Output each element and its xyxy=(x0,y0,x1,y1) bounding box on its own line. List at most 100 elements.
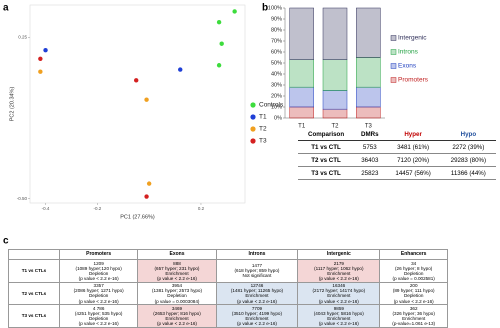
legend-swatch xyxy=(390,63,397,69)
y-tick-label: 100% xyxy=(268,5,282,11)
x-axis-label: PC1 (27.66%) xyxy=(120,214,155,220)
cell-line: Enrichment xyxy=(402,316,426,321)
point xyxy=(144,97,149,102)
column-header: Hypo xyxy=(440,128,496,141)
cell-line: (2086 hyper; 1271 hypo) xyxy=(73,288,124,294)
point xyxy=(144,194,149,199)
legend-label: Intergenic xyxy=(398,35,427,42)
table-cell: 12746 (1481 hyper; 11265 hypo) Enrichment(… xyxy=(215,281,299,306)
legend-label: Promoters xyxy=(398,77,429,84)
table-cell: 3954 (1381 hyper; 2573 hypo) Depletion (p v… xyxy=(137,281,217,306)
cell-line: Depletion xyxy=(403,270,424,276)
cell-line: Enrichment xyxy=(165,270,189,276)
cell-line: 4 786 xyxy=(92,305,105,311)
row-header: T1 vs CTLs xyxy=(8,259,60,283)
legend-label: Controls xyxy=(259,102,284,109)
y-tick-label: 0% xyxy=(274,115,282,121)
point xyxy=(219,41,224,46)
table-row: T2 vs CTL 36403 7120 (20%) 29283 (80%) xyxy=(298,153,496,167)
column-header: Hyper xyxy=(385,128,441,141)
cell-line: Enrichment xyxy=(327,316,351,321)
bar-segment xyxy=(289,7,314,60)
bar-segment xyxy=(356,106,381,119)
bar-segment xyxy=(322,108,348,119)
cell-line: (4043 hyper; 5816 hypo) xyxy=(313,310,364,316)
panel-label: b xyxy=(262,3,268,14)
legend-label: T1 xyxy=(259,114,267,121)
table-row: T1 vs CTL 5753 3481 (61%) 2272 (39%) xyxy=(298,140,496,154)
cell-line: 200 xyxy=(409,283,418,289)
table-row: T3 vs CTL 25823 14457 (56%) 11366 (44%) xyxy=(298,166,496,180)
cell-line: 9859 xyxy=(333,305,344,311)
cell-line: Depletion xyxy=(403,293,424,299)
bar-segment xyxy=(356,86,381,108)
y-tick-label: 0.25 xyxy=(18,34,27,39)
column-header: DMRs xyxy=(354,128,386,141)
table-cell: 2272 (39%) xyxy=(440,140,496,154)
column-header: Comparison xyxy=(298,128,355,141)
cell-line: (657 hyper; 231 hypo) xyxy=(154,265,200,271)
cell-line: (618 hyper; 859 hypo) xyxy=(234,268,280,274)
table-cell: 3469 (2653 hyper; 816 hypo) Enrichment (p v… xyxy=(137,304,217,328)
x-tick-label: 0.2 xyxy=(198,206,205,211)
cell-line: (p value < 2.2 e-16) xyxy=(318,298,359,304)
cell-line: (p value < 2.2 e-16) xyxy=(236,298,277,304)
y-tick-label: -0.50 xyxy=(17,196,28,201)
legend-label: T3 xyxy=(259,138,267,145)
legend-label: T2 xyxy=(259,126,267,133)
cell-line: (2172 hyper; 14174 hypo) xyxy=(312,288,366,294)
x-tick-label: T2 xyxy=(331,124,339,130)
legend-marker xyxy=(250,102,256,108)
cell-line: Depletion xyxy=(88,316,109,321)
table-cell: 1477 (618 hyper; 859 hypo) Not significant xyxy=(215,259,299,283)
cell-line: 888 xyxy=(173,260,181,266)
table-cell: 3481 (61%) xyxy=(385,140,441,154)
cell-line: Depletion xyxy=(88,270,109,276)
y-tick-label: 70% xyxy=(271,38,282,44)
bar-segment xyxy=(289,106,314,119)
cell-line: 12746 xyxy=(250,283,264,289)
bar-segment xyxy=(356,7,381,58)
y-tick-label: 90% xyxy=(271,16,282,22)
x-tick-label: T3 xyxy=(365,124,373,130)
table-row: T1 vs CTLs 1209 (1089 hyper;120 hypo) Deple… xyxy=(8,259,448,283)
column-header: Introns xyxy=(215,248,299,261)
bar-segment xyxy=(356,57,381,88)
legend-label: Introns xyxy=(398,49,419,56)
cell-line: 1477 xyxy=(251,263,263,269)
cell-line: Enrichment xyxy=(327,293,351,299)
bar-segment xyxy=(289,86,314,108)
y-tick-label: 60% xyxy=(271,49,282,55)
panel-label: a xyxy=(3,3,9,14)
cell-line: Not significant xyxy=(242,273,272,279)
cell-line: (1117 hyper; 1062 hypo) xyxy=(314,265,364,271)
cell-line: (p value = 0.002581) xyxy=(392,275,435,281)
table-cell: 36403 xyxy=(354,153,386,167)
table-cell: 29283 (80%) xyxy=(440,153,496,167)
point xyxy=(38,56,43,62)
table-cell: 3357 (2086 hyper; 1271 hypo) Depletion (p v… xyxy=(58,281,139,306)
header-row: Promoters Exons Introns Intergenic Enhancers xyxy=(8,248,448,261)
point xyxy=(43,47,48,53)
cell-line: Enrichment xyxy=(327,270,351,276)
table-cell: 1209 (1089 hyper;120 hypo) Depletion (p val… xyxy=(58,259,139,283)
cell-line: 34 xyxy=(411,260,417,266)
column-header: Intergenic xyxy=(297,248,381,261)
x-tick-label: -0.2 xyxy=(93,206,101,211)
table-cell: 5753 xyxy=(354,140,386,154)
cell-line: (p value < 2.2 e-16) xyxy=(78,298,119,304)
cell-line: (3510 hyper; 4199 hypo) xyxy=(231,310,282,316)
table-cell: 14457 (56%) xyxy=(385,166,441,180)
cell-line: 3469 xyxy=(171,305,183,311)
table-cell: T2 vs CTL xyxy=(298,153,355,167)
cell-line: 3357 xyxy=(93,283,104,289)
cell-line: (1381 hyper; 2573 hypo) xyxy=(151,288,203,294)
cell-line: (p value < 2.2 e-16) xyxy=(78,275,119,281)
cell-line: 7709 xyxy=(251,305,263,311)
y-tick-label: 50% xyxy=(271,60,282,66)
y-axis-label: PC2 (20.34%) xyxy=(9,87,15,122)
table-cell: 4 786 (4251 hyper; 535 hypo) Depletion (p v… xyxy=(58,304,139,328)
point xyxy=(216,20,222,25)
table-row: T3 vs CTLs 4 786 (4251 hyper; 535 hypo) Dep… xyxy=(8,304,448,328)
bar-segment xyxy=(322,7,348,60)
